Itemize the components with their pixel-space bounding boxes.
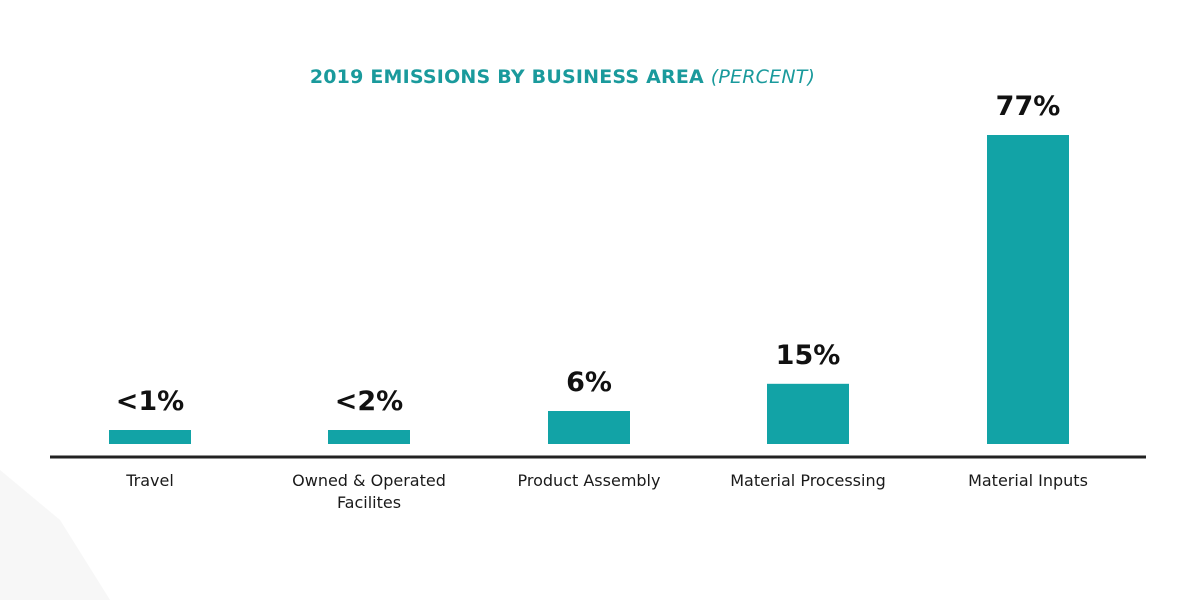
category-label-4: Material Inputs: [968, 471, 1088, 490]
category-label-1-line-0: Owned & Operated: [292, 471, 446, 490]
chart-title: 2019 EMISSIONS BY BUSINESS AREA (PERCENT…: [0, 66, 1125, 88]
category-labels-group: Travel Owned & Operated Facilites Product A…: [125, 471, 1088, 512]
bar-4: [987, 135, 1069, 444]
value-label-1: <2%: [335, 386, 403, 417]
bars-group: [109, 135, 1069, 444]
bar-1: [328, 430, 410, 444]
value-label-3: 15%: [776, 340, 841, 371]
bar-2: [548, 411, 630, 444]
category-label-3: Material Processing: [730, 471, 886, 490]
chart-title-unit: (PERCENT): [710, 66, 816, 88]
bar-0: [109, 430, 191, 444]
value-label-0: <1%: [116, 386, 184, 417]
category-label-1-line-1: Facilites: [337, 493, 401, 512]
value-labels-group: <1% <2% 6% 15% 77%: [116, 91, 1061, 417]
background-decoration: [0, 470, 110, 600]
chart-title-main: 2019 EMISSIONS BY BUSINESS AREA: [309, 66, 704, 88]
value-label-4: 77%: [996, 91, 1061, 122]
value-label-2: 6%: [566, 367, 612, 398]
bar-3: [767, 383, 849, 444]
category-label-2: Product Assembly: [518, 471, 661, 490]
category-label-0: Travel: [125, 471, 174, 490]
